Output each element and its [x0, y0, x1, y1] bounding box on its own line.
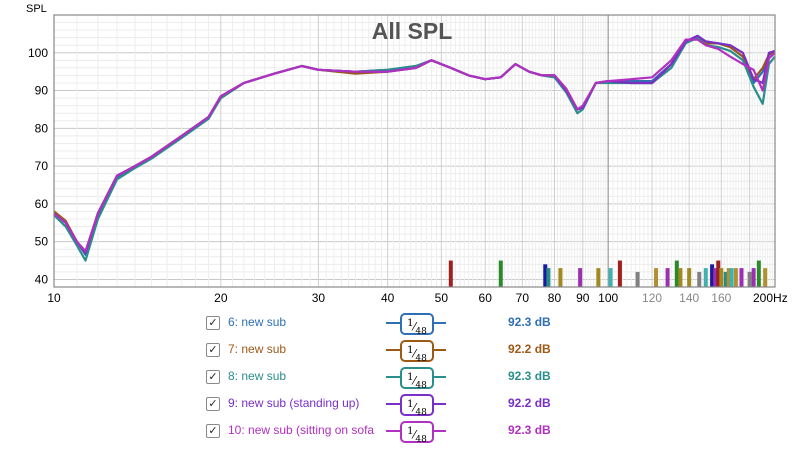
- series-lines: [53, 34, 776, 262]
- x-tick-label: 60: [479, 291, 493, 305]
- resonance-marker: [751, 268, 756, 287]
- x-tick-label: 140: [679, 291, 699, 305]
- resonance-marker: [596, 268, 601, 287]
- resonance-marker: [726, 268, 731, 287]
- legend-spl-value: 92.2 dB: [508, 396, 551, 410]
- resonance-marker: [687, 268, 692, 287]
- legend-label: 8: new sub: [228, 369, 287, 383]
- x-tick-label: 100: [598, 291, 618, 305]
- y-tick-label: 40: [35, 272, 49, 286]
- resonance-marker: [665, 268, 670, 287]
- x-tick-label: 90: [576, 291, 590, 305]
- chart-title: All SPL: [372, 18, 453, 44]
- legend-spl-value: 92.3 dB: [508, 315, 551, 329]
- resonance-marker: [739, 268, 744, 287]
- x-tick-label: 10: [47, 291, 61, 305]
- smoothing-value: 1⁄48: [400, 313, 434, 337]
- legend-row: ✓ 10: new sub (sitting on sofa 1⁄48 92.3 dB: [206, 420, 586, 445]
- x-tick-label: 160: [711, 291, 731, 305]
- x-tick-label: 30: [312, 291, 326, 305]
- y-tick-label: 70: [35, 159, 49, 173]
- axis-labels: 40 50 60 70 80 90 100 10 20 30 40 50 60 70 80 90 100 120 1…: [28, 46, 732, 305]
- x-tick-label: 70: [516, 291, 530, 305]
- x-tick-label: 50: [435, 291, 449, 305]
- smoothing-control[interactable]: 1⁄48: [386, 420, 446, 445]
- legend-checkbox[interactable]: ✓: [206, 370, 220, 384]
- resonance-marker: [756, 260, 761, 287]
- legend-row: ✓ 6: new sub 1⁄48 92.3 dB: [206, 312, 586, 337]
- resonance-marker: [678, 268, 683, 287]
- resonance-marker: [558, 268, 563, 287]
- resonance-marker: [654, 268, 659, 287]
- x-tick-label: 120: [642, 291, 662, 305]
- y-tick-label: 80: [35, 121, 49, 135]
- plot-border: [53, 14, 776, 288]
- resonance-marker: [747, 271, 752, 287]
- x-tick-label: 40: [381, 291, 395, 305]
- legend-label: 9: new sub (standing up): [228, 396, 360, 410]
- resonance-marker: [723, 271, 728, 287]
- x-tick-label: 80: [548, 291, 562, 305]
- legend-label: 10: new sub (sitting on sofa: [228, 423, 375, 437]
- legend-label: 7: new sub: [228, 342, 287, 356]
- legend-row: ✓ 7: new sub 1⁄48 92.2 dB: [206, 339, 586, 364]
- resonance-marker: [543, 264, 548, 287]
- resonance-marker: [719, 268, 724, 287]
- legend-checkbox[interactable]: ✓: [206, 424, 220, 438]
- legend-checkbox[interactable]: ✓: [206, 343, 220, 357]
- legend-label: 6: new sub: [228, 315, 287, 329]
- x-tick-label: 20: [214, 291, 228, 305]
- legend-spl-value: 92.2 dB: [508, 342, 551, 356]
- resonance-marker: [763, 268, 768, 287]
- y-tick-label: 50: [35, 235, 49, 249]
- chart-grid: [53, 15, 776, 287]
- resonance-marker: [729, 268, 734, 287]
- smoothing-control[interactable]: 1⁄48: [386, 366, 446, 391]
- resonance-marker: [710, 264, 715, 287]
- smoothing-control[interactable]: 1⁄48: [386, 312, 446, 337]
- resonance-marker: [448, 260, 453, 287]
- resonance-marker: [635, 271, 640, 287]
- legend-checkbox[interactable]: ✓: [206, 316, 220, 330]
- resonance-marker: [617, 260, 622, 287]
- plot-frame: [53, 14, 776, 288]
- resonance-marker: [716, 260, 721, 287]
- resonance-markers: [448, 260, 768, 287]
- smoothing-control[interactable]: 1⁄48: [386, 339, 446, 364]
- smoothing-value: 1⁄48: [400, 367, 434, 391]
- smoothing-control[interactable]: 1⁄48: [386, 393, 446, 418]
- y-tick-label: 60: [35, 197, 49, 211]
- y-tick-label: 90: [35, 84, 49, 98]
- resonance-marker: [578, 268, 583, 287]
- resonance-marker: [713, 268, 718, 287]
- legend-spl-value: 92.3 dB: [508, 423, 551, 437]
- resonance-marker: [733, 268, 738, 287]
- series-line-10: [53, 38, 776, 253]
- y-tick-label: 100: [28, 46, 48, 60]
- spl-chart: 40 50 60 70 80 90 100 10 20 30 40 50 60 70 80 90 100 120 1…: [26, 3, 788, 305]
- resonance-marker: [608, 268, 613, 287]
- legend-spl-value: 92.3 dB: [508, 369, 551, 383]
- smoothing-value: 1⁄48: [400, 421, 434, 445]
- resonance-marker: [697, 271, 702, 287]
- legend-row: ✓ 8: new sub 1⁄48 92.3 dB: [206, 366, 586, 391]
- resonance-marker: [498, 260, 503, 287]
- y-axis-label: SPL: [26, 3, 47, 15]
- resonance-marker: [546, 268, 551, 287]
- legend-row: ✓ 9: new sub (standing up) 1⁄48 92.2 dB: [206, 393, 586, 418]
- resonance-marker: [674, 260, 679, 287]
- resonance-marker: [703, 268, 708, 287]
- smoothing-value: 1⁄48: [400, 340, 434, 364]
- x-axis-unit-label: 200Hz: [753, 291, 788, 305]
- legend-checkbox[interactable]: ✓: [206, 397, 220, 411]
- smoothing-value: 1⁄48: [400, 394, 434, 418]
